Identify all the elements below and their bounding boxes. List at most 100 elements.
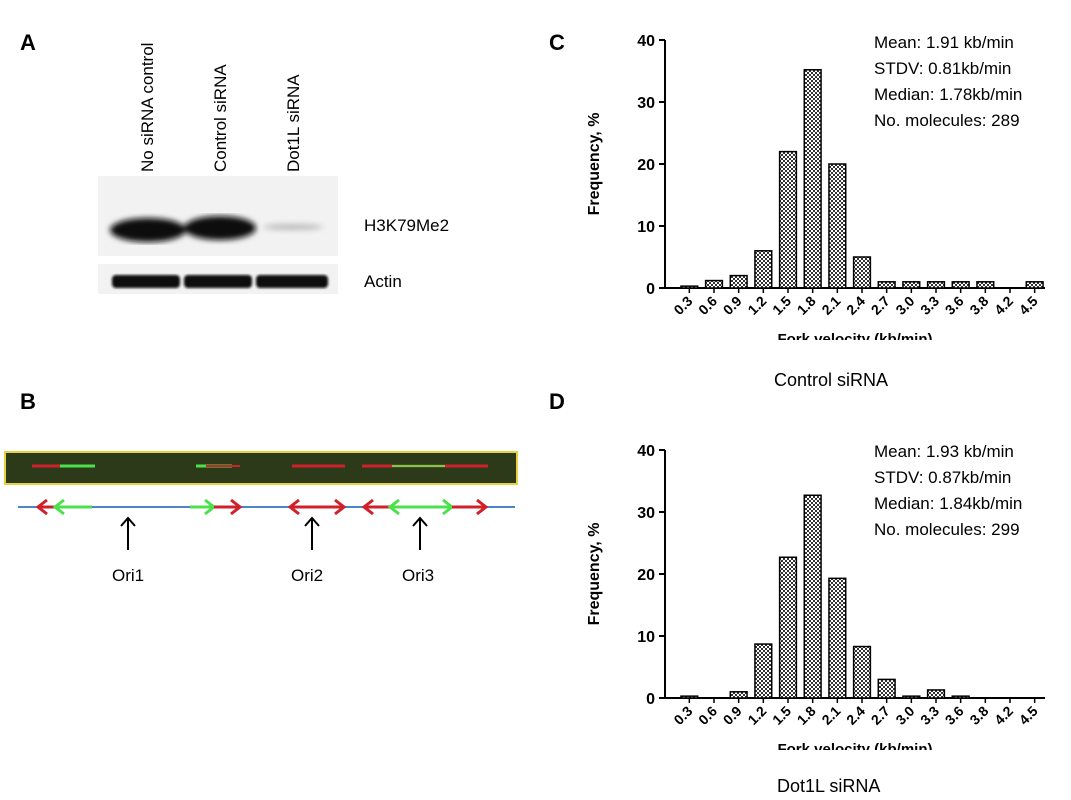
y-tick-label: 30: [637, 505, 655, 522]
bar: [852, 256, 872, 289]
panel-b-letter: B: [20, 389, 36, 414]
x-tick-label: 0.6: [695, 703, 720, 728]
bar: [828, 577, 847, 699]
blot-label-actin: Actin: [364, 272, 402, 291]
stat-molecules: No. molecules: 289: [874, 111, 1020, 130]
bar: [754, 250, 773, 289]
x-tick-label: 4.2: [991, 703, 1016, 728]
blot-membrane-h3k79me2: [98, 176, 338, 256]
bar: [852, 645, 872, 699]
x-tick-label: 0.3: [670, 703, 695, 728]
y-tick-label: 20: [637, 567, 655, 584]
x-tick-label: 3.8: [966, 703, 991, 728]
x-tick-label: 2.1: [818, 293, 843, 318]
red-arrow-head: [35, 498, 48, 516]
band-actin-lane2: [184, 275, 252, 288]
x-tick-label: 1.8: [794, 293, 819, 318]
bar: [778, 556, 798, 699]
x-tick-label: 3.3: [917, 703, 942, 728]
bar: [926, 281, 946, 289]
x-tick-label: 3.6: [942, 293, 967, 318]
bar: [704, 279, 724, 289]
x-tick-label: 3.6: [942, 703, 967, 728]
stat-mean: Mean: 1.91 kb/min: [874, 33, 1014, 52]
ori2-pointer-head: [304, 516, 320, 527]
x-tick-label: 2.4: [843, 293, 868, 318]
x-axis-label: Fork velocity (kb/min): [777, 331, 932, 340]
fiber-image: [4, 451, 518, 485]
band-h3k79me2-lane1: [110, 218, 186, 242]
x-tick-label: 3.0: [892, 293, 917, 318]
x-axis-label: Fork velocity (kb/min): [777, 741, 932, 750]
red-arrow-head: [230, 498, 243, 516]
x-tick-label: 4.5: [1016, 703, 1041, 728]
ori1-pointer-head: [120, 516, 136, 527]
x-tick-label: 1.2: [744, 703, 769, 728]
caption-dot1l-sirna: Dot1L siRNA: [777, 776, 881, 796]
bar: [1025, 281, 1044, 289]
bar: [926, 689, 946, 699]
y-axis-label: Frequency, %: [586, 113, 603, 216]
x-tick-label: 3.3: [917, 293, 942, 318]
x-tick-label: 0.9: [720, 703, 745, 728]
band-h3k79me2-lane3: [263, 224, 323, 230]
bar: [680, 695, 699, 699]
caption-control-sirna: Control siRNA: [774, 370, 889, 390]
stat-median: Median: 1.84kb/min: [874, 494, 1023, 513]
lane-label-control-sirna: Control siRNA: [211, 64, 230, 172]
green-arrow-head: [387, 498, 400, 516]
y-tick-label: 40: [637, 33, 655, 50]
bar: [951, 695, 970, 699]
y-tick-label: 0: [646, 691, 655, 708]
y-tick-label: 10: [637, 629, 655, 646]
ori2-label: Ori2: [291, 566, 324, 585]
x-tick-label: 2.7: [868, 703, 893, 728]
x-tick-label: 1.5: [769, 703, 794, 728]
x-tick-label: 1.5: [769, 293, 794, 318]
dna-fiber-schematic: [4, 451, 518, 550]
band-actin-lane3: [256, 275, 328, 288]
band-actin-lane1: [112, 275, 180, 288]
x-tick-label: 2.7: [868, 293, 893, 318]
red-arrow-head: [361, 498, 374, 516]
panel-a-letter: A: [20, 30, 36, 55]
red-arrow-head: [476, 498, 489, 516]
bar: [803, 69, 822, 289]
x-tick-label: 0.9: [720, 293, 745, 318]
y-tick-label: 20: [637, 157, 655, 174]
blot-label-h3k79me2: H3K79Me2: [364, 216, 450, 235]
bar: [729, 691, 748, 699]
stat-stdv: STDV: 0.87kb/min: [874, 468, 1012, 487]
x-tick-label: 3.0: [892, 703, 917, 728]
stat-stdv: STDV: 0.81kb/min: [874, 59, 1012, 78]
x-tick-label: 4.2: [991, 293, 1016, 318]
bar: [778, 150, 798, 289]
x-tick-label: 2.4: [843, 703, 868, 728]
bar: [976, 281, 995, 289]
panel-d-letter: D: [549, 389, 565, 414]
y-tick-label: 0: [646, 281, 655, 298]
x-tick-label: 1.8: [794, 703, 819, 728]
lane-label-dot1l-sirna: Dot1L siRNA: [284, 74, 303, 172]
bar: [951, 281, 970, 289]
bar: [729, 274, 748, 289]
x-tick-label: 1.2: [744, 293, 769, 318]
stat-mean: Mean: 1.93 kb/min: [874, 442, 1014, 461]
x-tick-label: 0.6: [695, 293, 720, 318]
stats-control-sirna: Mean: 1.91 kb/min STDV: 0.81kb/min Media…: [874, 30, 1022, 134]
ori3-pointer-head: [412, 516, 428, 527]
bar: [680, 285, 699, 289]
western-blot: [98, 176, 338, 294]
bar: [828, 163, 847, 289]
lane-label-no-sirna: No siRNA control: [138, 42, 157, 172]
x-tick-label: 2.1: [818, 703, 843, 728]
y-tick-label: 10: [637, 219, 655, 236]
band-h3k79me2-lane2: [184, 216, 256, 240]
panel-c-letter: C: [549, 30, 565, 55]
ori3-label: Ori3: [402, 566, 435, 585]
x-tick-label: 3.8: [966, 293, 991, 318]
x-tick-label: 0.3: [670, 293, 695, 318]
green-arrow-head: [52, 498, 65, 516]
